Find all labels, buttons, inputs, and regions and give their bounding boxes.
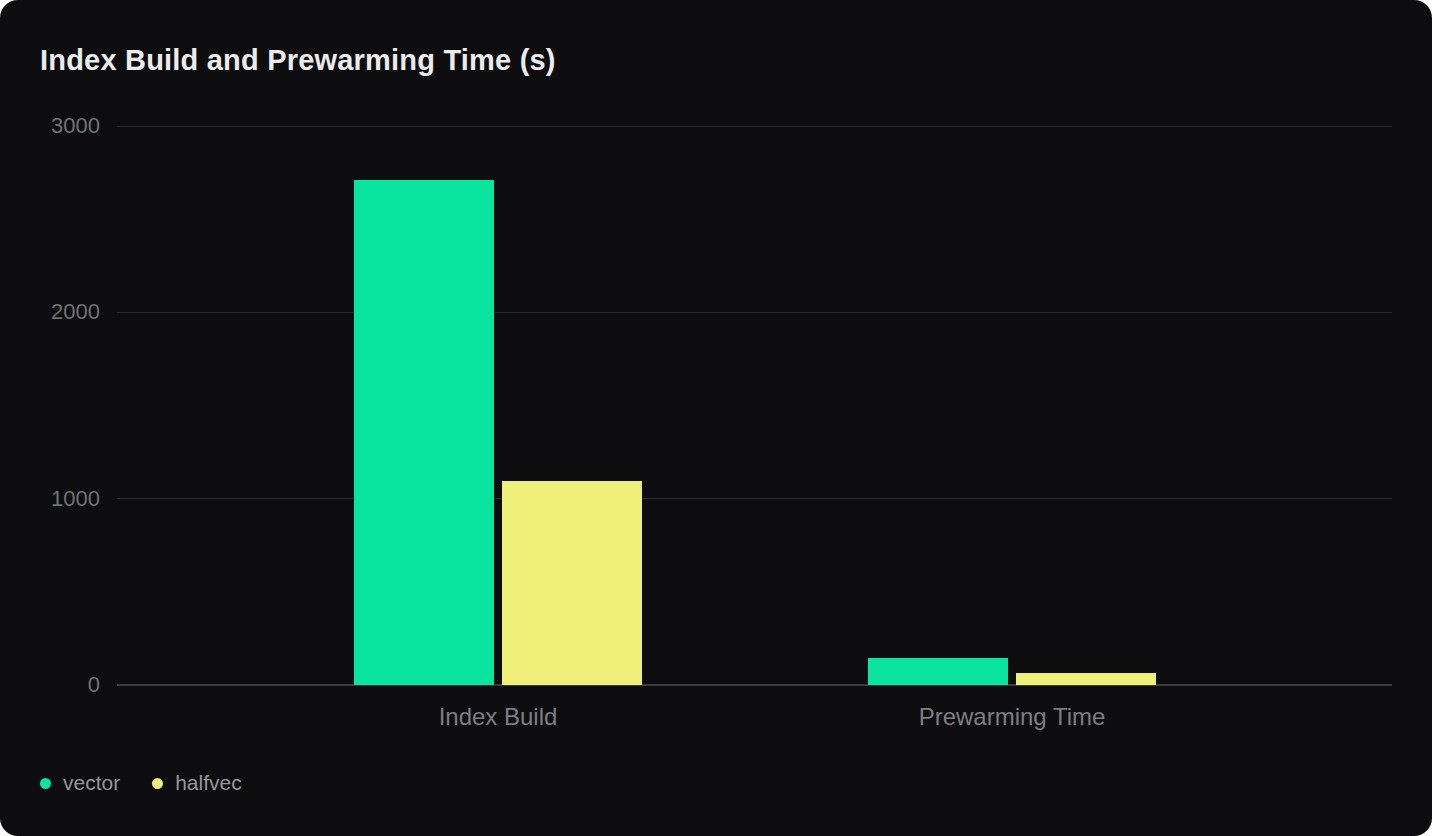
legend-dot-vector <box>40 778 51 789</box>
gridline-0 <box>117 684 1392 686</box>
chart-card: Index Build and Prewarming Time (s) 0100… <box>0 0 1432 836</box>
gridline-1000 <box>117 498 1392 499</box>
legend-item-halfvec[interactable]: halfvec <box>152 770 242 796</box>
legend: vector halfvec <box>40 770 242 796</box>
bar-vector-index-build[interactable] <box>354 180 494 685</box>
chart-title: Index Build and Prewarming Time (s) <box>40 44 556 77</box>
y-tick-label-1000: 1000 <box>51 486 100 512</box>
bar-vector-prewarming-time[interactable] <box>868 658 1008 685</box>
legend-dot-halfvec <box>152 778 163 789</box>
y-tick-label-0: 0 <box>88 672 100 698</box>
gridline-2000 <box>117 312 1392 313</box>
x-category-label-prewarming-time: Prewarming Time <box>919 702 1106 732</box>
x-category-label-index-build: Index Build <box>439 702 558 732</box>
y-tick-label-3000: 3000 <box>51 113 100 139</box>
bar-halfvec-prewarming-time[interactable] <box>1016 673 1156 685</box>
legend-item-vector[interactable]: vector <box>40 770 120 796</box>
legend-label-vector: vector <box>63 770 120 796</box>
plot-area: 0100020003000 <box>117 126 1392 685</box>
legend-label-halfvec: halfvec <box>175 770 242 796</box>
bar-halfvec-index-build[interactable] <box>502 481 642 685</box>
gridline-3000 <box>117 126 1392 127</box>
y-tick-label-2000: 2000 <box>51 299 100 325</box>
